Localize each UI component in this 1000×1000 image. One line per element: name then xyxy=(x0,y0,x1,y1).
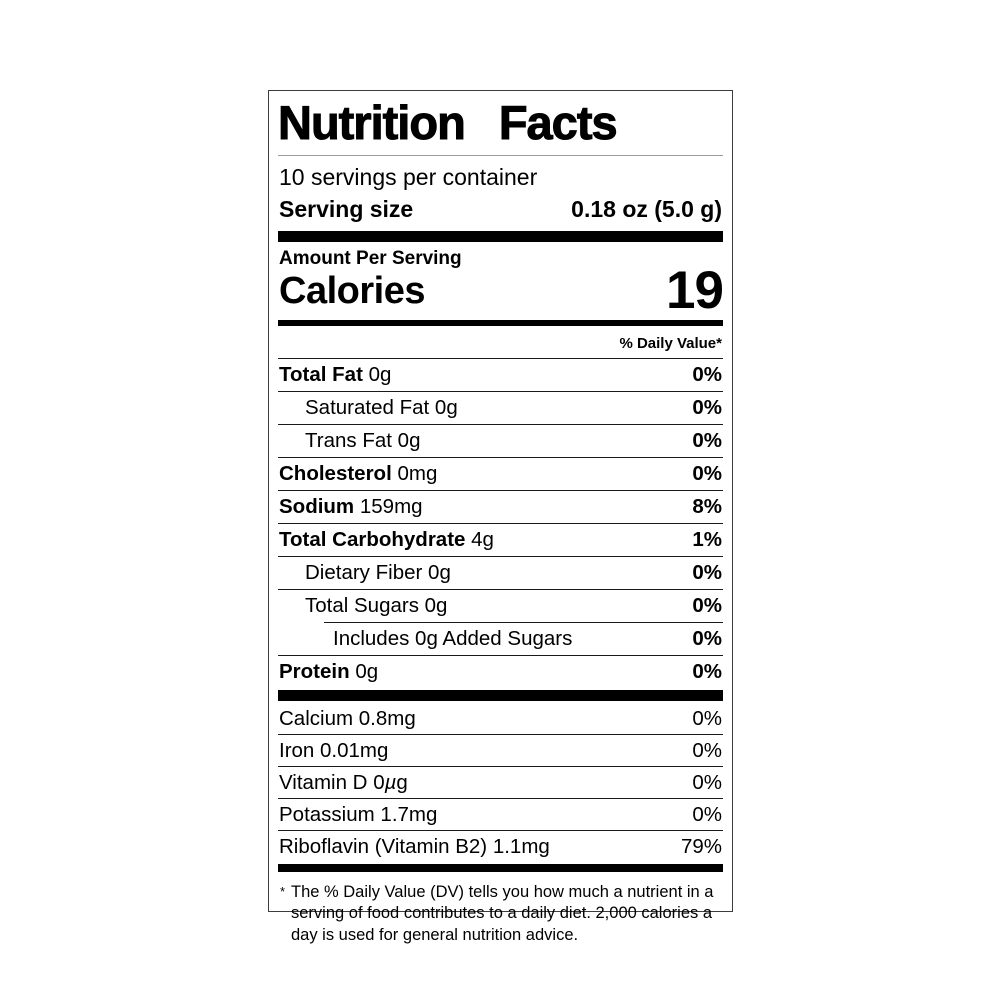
nutrient-row: Dietary Fiber 0g 0% xyxy=(278,557,723,589)
nutrient-daily-value: 8% xyxy=(692,495,722,519)
nutrient-name: Iron 0.01mg xyxy=(279,738,389,762)
nutrient-row: Total Fat 0g 0% xyxy=(278,359,723,391)
nutrient-row: Total Carbohydrate 4g 1% xyxy=(278,524,723,556)
nutrient-name: Riboflavin (Vitamin B2) 1.1mg xyxy=(279,834,550,858)
label-title: Nutrition Facts xyxy=(278,96,619,149)
nutrient-daily-value: 0% xyxy=(692,802,722,826)
nutrient-name: Sodium 159mg xyxy=(279,495,423,519)
row-separator xyxy=(278,358,723,360)
nutrient-daily-value: 0% xyxy=(692,706,722,730)
nutrient-row: Trans Fat 0g 0% xyxy=(278,425,723,457)
nutrient-name: Dietary Fiber 0g xyxy=(305,561,451,585)
row-separator xyxy=(278,490,723,492)
nutrient-name: Calcium 0.8mg xyxy=(279,706,416,730)
medium-divider-bar xyxy=(278,320,723,327)
nutrient-row: Iron 0.01mg 0% xyxy=(278,735,723,766)
row-separator xyxy=(278,457,723,459)
nutrient-name: Trans Fat 0g xyxy=(305,429,421,453)
nutrient-daily-value: 0% xyxy=(692,594,722,618)
calories-value: 19 xyxy=(666,260,724,320)
row-separator xyxy=(324,622,723,624)
row-separator xyxy=(278,556,723,558)
thick-divider-bar xyxy=(278,230,723,242)
row-separator xyxy=(278,589,723,591)
nutrient-daily-value: 0% xyxy=(692,462,722,486)
row-separator xyxy=(278,424,723,426)
nutrient-name: Saturated Fat 0g xyxy=(305,396,458,420)
row-separator xyxy=(278,391,723,393)
nutrient-rows: Total Fat 0g 0% Saturated Fat 0g 0% Trans Fa… xyxy=(278,359,723,688)
serving-size-label: Serving size xyxy=(279,195,414,222)
nutrient-row: Potassium 1.7mg 0% xyxy=(278,799,723,830)
nutrient-name: Protein 0g xyxy=(279,660,379,684)
nutrient-row: Saturated Fat 0g 0% xyxy=(278,392,723,424)
nutrient-daily-value: 0% xyxy=(692,363,722,387)
nutrient-daily-value: 0% xyxy=(692,561,722,585)
nutrient-row: Vitamin D 0µg 0% xyxy=(278,767,723,798)
daily-value-header: % Daily Value* xyxy=(619,335,722,353)
nutrient-daily-value: 0% xyxy=(692,770,722,794)
amount-per-serving: Amount Per Serving xyxy=(279,247,462,269)
nutrient-row: Protein 0g 0% xyxy=(278,656,723,688)
micronutrient-rows: Calcium 0.8mg 0% Iron 0.01mg 0% Vitamin D 0µ… xyxy=(278,703,723,862)
nutrient-daily-value: 0% xyxy=(692,627,722,651)
servings-per-container: 10 servings per container xyxy=(279,163,538,190)
nutrient-row: Total Sugars 0g 0% xyxy=(278,590,723,622)
nutrient-daily-value: 79% xyxy=(680,834,722,858)
nutrient-row: Includes 0g Added Sugars 0% xyxy=(278,623,723,655)
nutrient-name: Includes 0g Added Sugars xyxy=(333,627,573,651)
row-separator xyxy=(278,655,723,657)
nutrient-daily-value: 0% xyxy=(692,429,722,453)
nutrient-name: Total Carbohydrate 4g xyxy=(279,528,494,552)
footnote-marker: * xyxy=(280,884,286,900)
nutrient-daily-value: 0% xyxy=(692,396,722,420)
footnote-text: The % Daily Value (DV) tells you how muc… xyxy=(291,883,714,944)
row-separator xyxy=(278,523,723,525)
bottom-divider-bar xyxy=(278,864,723,873)
nutrient-name: Potassium 1.7mg xyxy=(279,802,438,826)
nutrition-facts-label: Nutrition Facts 10 servings per containe… xyxy=(268,90,733,944)
nutrient-name: Vitamin D 0µg xyxy=(279,770,408,794)
row-separator xyxy=(278,830,723,832)
nutrient-daily-value: 0% xyxy=(692,660,722,684)
calories-label: Calories xyxy=(279,270,425,313)
nutrient-name: Total Sugars 0g xyxy=(305,594,448,618)
row-separator xyxy=(278,798,723,800)
calories-row: Calories 19 xyxy=(278,260,724,320)
serving-size-value: 0.18 oz (5.0 g) xyxy=(571,195,722,222)
nutrient-row: Cholesterol 0mg 0% xyxy=(278,458,723,490)
nutrient-row: Sodium 159mg 8% xyxy=(278,491,723,523)
footnote: * The % Daily Value (DV) tells you how m… xyxy=(278,874,723,946)
row-separator xyxy=(278,766,723,768)
serving-size-row: Serving size 0.18 oz (5.0 g) xyxy=(278,193,723,231)
nutrient-daily-value: 0% xyxy=(692,738,722,762)
nutrient-row: Riboflavin (Vitamin B2) 1.1mg 79% xyxy=(278,831,723,862)
title-divider xyxy=(278,154,723,156)
nutrient-daily-value: 1% xyxy=(692,528,722,552)
nutrient-row: Calcium 0.8mg 0% xyxy=(278,703,723,734)
row-separator xyxy=(278,734,723,736)
thick-divider-bar xyxy=(278,690,723,702)
nutrient-name: Total Fat 0g xyxy=(279,363,392,387)
nutrient-name: Cholesterol 0mg xyxy=(279,462,438,486)
